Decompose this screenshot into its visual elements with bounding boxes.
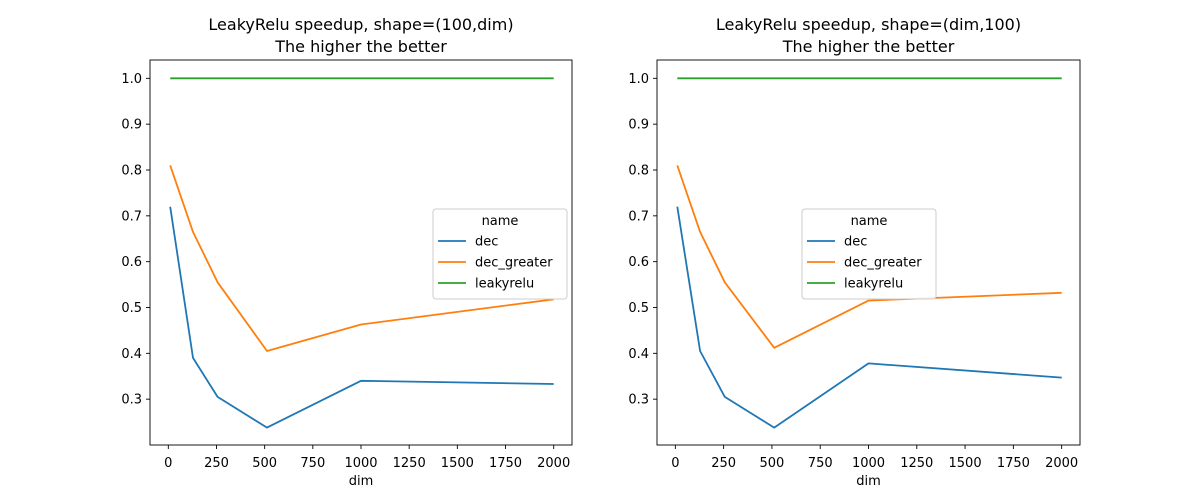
- x-tick-label: 250: [204, 456, 229, 471]
- x-tick-label: 0: [164, 456, 172, 471]
- legend-title: name: [851, 214, 888, 229]
- series-line-dec: [676, 206, 1062, 429]
- legend-label-leakyrelu: leakyrelu: [844, 277, 903, 292]
- series-line-dec-greater: [169, 165, 554, 352]
- y-tick-label: 0.7: [628, 209, 649, 224]
- x-tick-label: 2000: [537, 456, 570, 471]
- legend-box: [432, 208, 568, 300]
- chart-title-line-2: The higher the better: [274, 37, 447, 56]
- y-tick-label: 1.0: [628, 72, 649, 87]
- y-tick-label: 0.7: [121, 209, 142, 224]
- x-tick-label: 0: [671, 456, 679, 471]
- series-line-dec: [169, 206, 554, 429]
- x-tick-label: 500: [252, 456, 277, 471]
- legend: name dec dec_greater leakyrelu: [432, 208, 568, 300]
- x-axis-label: dim: [349, 474, 374, 489]
- x-tick-label: 2000: [1045, 456, 1078, 471]
- x-tick-label: 1750: [489, 456, 522, 471]
- x-axis-label: dim: [856, 474, 881, 489]
- y-tick-label: 0.3: [121, 393, 142, 408]
- y-tick-label: 0.8: [121, 164, 142, 179]
- chart-title-line-1: LeakyRelu speedup, shape=(100,dim): [208, 15, 513, 34]
- legend-label-dec: dec: [475, 235, 498, 250]
- chart-title-line-2: The higher the better: [782, 37, 955, 56]
- y-tick-label: 0.5: [121, 301, 142, 316]
- x-tick-label: 1000: [852, 456, 885, 471]
- legend-title: name: [482, 214, 519, 229]
- y-tick-label: 0.3: [628, 393, 649, 408]
- y-tick-label: 0.4: [121, 347, 142, 362]
- x-tick-label: 1000: [344, 456, 377, 471]
- legend-label-dec-greater: dec_greater: [475, 256, 553, 271]
- y-tick-label: 0.9: [628, 118, 649, 133]
- x-tick-label: 1500: [949, 456, 982, 471]
- x-tick-label: 500: [760, 456, 785, 471]
- x-tick-label: 1750: [997, 456, 1030, 471]
- x-tick-label: 750: [808, 456, 833, 471]
- x-tick-label: 1500: [441, 456, 474, 471]
- y-tick-label: 0.6: [121, 255, 142, 270]
- x-tick-label: 250: [711, 456, 736, 471]
- y-tick-label: 0.4: [628, 347, 649, 362]
- chart-panel-1: LeakyRelu speedup, shape=(100,dim) The hi…: [121, 15, 573, 489]
- y-tick-label: 1.0: [121, 72, 142, 87]
- y-tick-label: 0.9: [121, 118, 142, 133]
- y-tick-label: 0.6: [628, 255, 649, 270]
- x-tick-label: 750: [300, 456, 325, 471]
- legend: name dec dec_greater leakyrelu: [801, 208, 937, 300]
- x-tick-label: 1250: [900, 456, 933, 471]
- y-tick-label: 0.5: [628, 301, 649, 316]
- y-tick-label: 0.8: [628, 164, 649, 179]
- legend-label-leakyrelu: leakyrelu: [475, 277, 534, 292]
- x-tick-label: 1250: [393, 456, 426, 471]
- legend-label-dec-greater: dec_greater: [844, 256, 922, 271]
- legend-box: [801, 208, 937, 300]
- chart-panel-2: LeakyRelu speedup, shape=(dim,100) The hi…: [628, 15, 1081, 489]
- chart-title-line-1: LeakyRelu speedup, shape=(dim,100): [716, 15, 1021, 34]
- legend-label-dec: dec: [844, 235, 867, 250]
